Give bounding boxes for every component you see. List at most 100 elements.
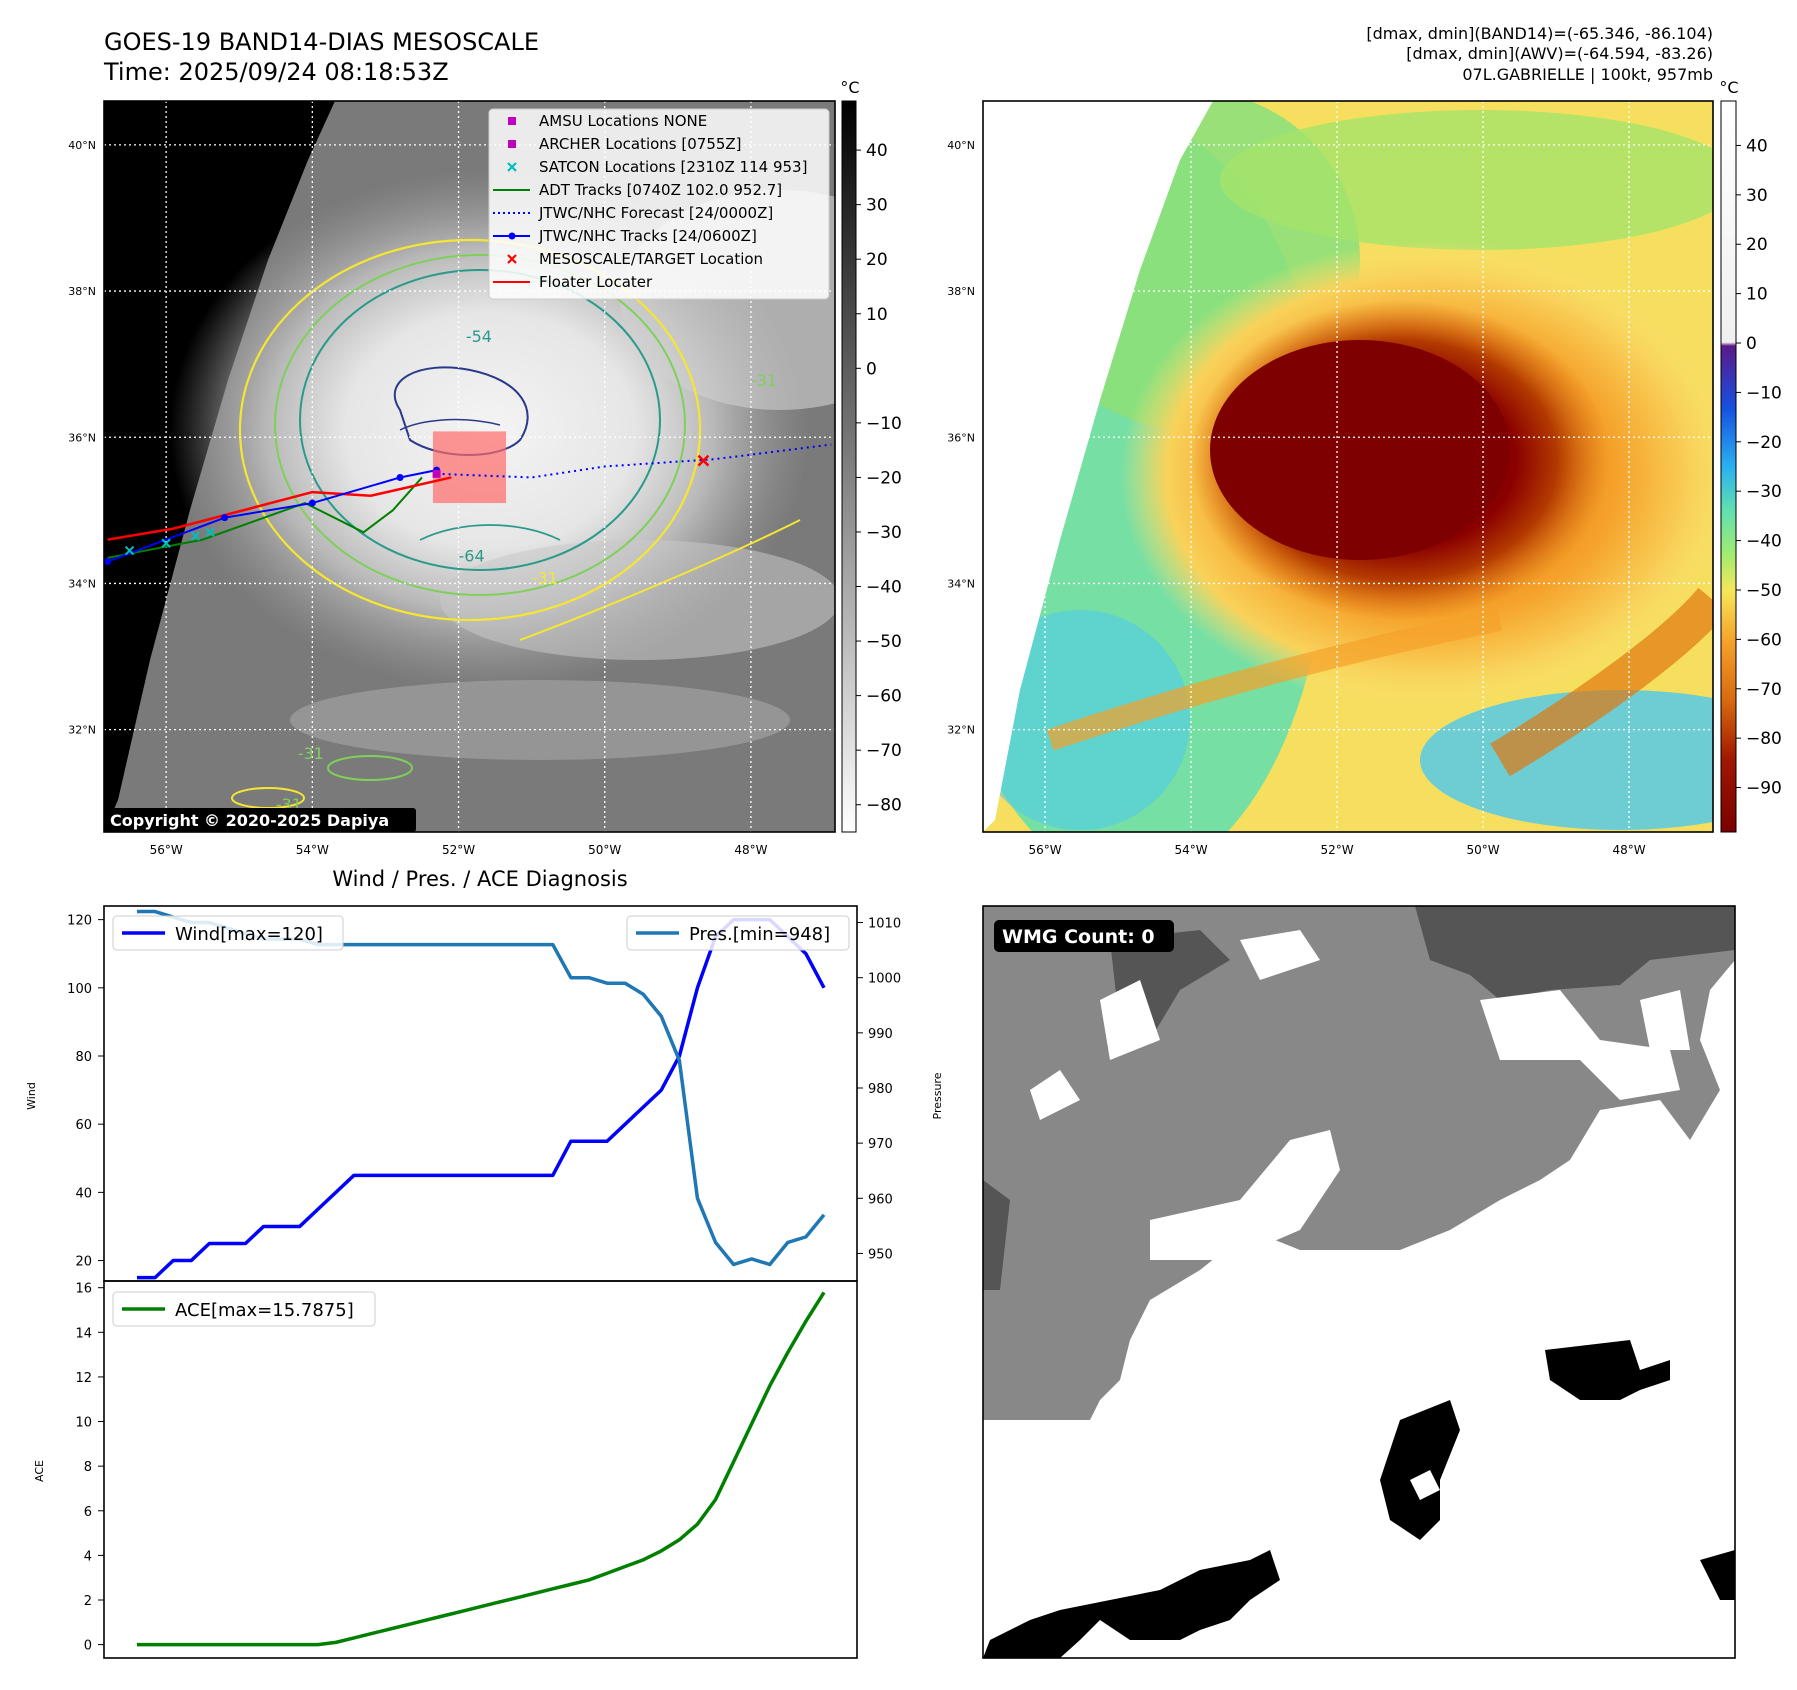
satcon-marker xyxy=(205,527,215,537)
dmax-band14: [dmax, dmin](BAND14)=(-65.346, -86.104) xyxy=(1366,24,1713,43)
copyright-badge: Copyright © 2020-2025 Dapiya xyxy=(104,808,416,832)
ir-colorbar-tick-label: −50 xyxy=(866,632,902,652)
figure-time: Time: 2025/09/24 08:18:53Z xyxy=(103,58,449,86)
wind-plot-frame xyxy=(103,905,858,1282)
satcon-marker xyxy=(124,545,135,556)
dmax-awv: [dmax, dmin](AWV)=(-64.594, -83.26) xyxy=(1406,44,1713,63)
awv-map-lat-label: 38°N xyxy=(947,285,975,298)
wmg-count-badge: WMG Count: 0 xyxy=(994,920,1174,952)
ace-ytick-label: 6 xyxy=(84,1505,92,1520)
legend-marker xyxy=(508,117,516,125)
awv-colorbar-tick-label: 40 xyxy=(1746,136,1768,156)
pressure-ytick-label: 990 xyxy=(868,1027,893,1042)
wind-ytick-label: 20 xyxy=(75,1255,92,1270)
pressure-legend-label: Pres.[min=948] xyxy=(689,924,830,945)
pressure-ytick-label: 1010 xyxy=(868,917,901,932)
wind-legend: Wind[max=120] xyxy=(112,915,344,951)
ace-ytick-label: 10 xyxy=(75,1416,92,1431)
pressure-ytick-label: 950 xyxy=(868,1247,893,1262)
wmg-frame xyxy=(982,905,1736,1659)
awv-colorbar-tick-label: −10 xyxy=(1746,383,1782,403)
legend-marker xyxy=(507,162,517,172)
ir-map-frame xyxy=(103,100,836,833)
awv-colorbar-tick-label: 10 xyxy=(1746,285,1768,305)
wind-axis-label: Wind xyxy=(25,1082,38,1110)
ir-map-lat-label: 38°N xyxy=(68,285,96,298)
legend-label: JTWC/NHC Forecast [24/0000Z] xyxy=(538,204,773,222)
ir-colorbar-tick-label: −30 xyxy=(866,523,902,543)
contour-label: -31 xyxy=(298,744,324,763)
ir-colorbar-tick-label: −80 xyxy=(866,796,902,816)
legend-marker xyxy=(507,254,517,264)
wind-ytick-label: 40 xyxy=(75,1186,92,1201)
ir-map-lat-label: 32°N xyxy=(68,724,96,737)
ace-ytick-label: 0 xyxy=(84,1639,92,1654)
ir-map-axis-labels: 40°N 38°N 36°N 34°N 32°N 56°W 54°W 52°W 50°W 48°W xyxy=(68,139,767,857)
awv-map-lon-label: 56°W xyxy=(1028,843,1061,857)
ace-legend-label: ACE[max=15.7875] xyxy=(175,1300,354,1321)
awv-map-lat-label: 36°N xyxy=(947,431,975,444)
legend-label: ARCHER Locations [0755Z] xyxy=(539,135,742,153)
awv-colorbar-tick-label: −80 xyxy=(1746,729,1782,749)
storm-info: 07L.GABRIELLE | 100kt, 957mb xyxy=(1462,65,1713,84)
figure-title: GOES-19 BAND14-DIAS MESOSCALE xyxy=(104,28,539,56)
awv-map-axis-labels: 40°N 38°N 36°N 34°N 32°N 56°W 54°W 52°W 50°W 48°W xyxy=(947,139,1645,857)
wind-ytick-label: 100 xyxy=(67,982,92,997)
adt-track xyxy=(107,476,423,559)
jtwc-track-point xyxy=(221,514,229,522)
legend-label: ADT Tracks [0740Z 102.0 952.7] xyxy=(539,181,782,199)
ir-map-lon-label: 52°W xyxy=(442,843,475,857)
ace-ytick-label: 12 xyxy=(75,1371,92,1386)
satcon-marker xyxy=(161,538,171,548)
awv-colorbar-tick-label: 20 xyxy=(1746,235,1768,255)
jtwc-forecast-track xyxy=(436,443,832,479)
awv-map-lon-label: 48°W xyxy=(1612,843,1645,857)
awv-map-panel xyxy=(983,101,1713,832)
pressure-axis-label: Pressure xyxy=(931,1072,944,1119)
ace-legend: ACE[max=15.7875] xyxy=(112,1291,376,1327)
contour-label: -31 xyxy=(751,371,777,390)
pressure-ytick-label: 980 xyxy=(868,1082,893,1097)
ir-colorbar-tick-label: 40 xyxy=(866,141,888,161)
ir-colorbar-tick-label: 0 xyxy=(866,359,877,379)
awv-colorbar-tick-label: −20 xyxy=(1746,433,1782,453)
ir-map-lon-label: 50°W xyxy=(588,843,621,857)
awv-map-lon-label: 50°W xyxy=(1466,843,1499,857)
ir-map-lon-label: 48°W xyxy=(734,843,767,857)
ace-ytick-label: 8 xyxy=(84,1460,92,1475)
ir-map-contour-labels: -54-31-64-31-31-31 xyxy=(276,327,777,814)
archer-marker xyxy=(432,469,441,478)
wind-pressure-plot xyxy=(137,909,826,1280)
legend-label: AMSU Locations NONE xyxy=(539,112,707,130)
ace-axis-label: ACE xyxy=(33,1460,46,1482)
awv-colorbar-tick-label: −90 xyxy=(1746,779,1782,799)
awv-colorbar-tick-label: −30 xyxy=(1746,482,1782,502)
awv-map-lat-label: 34°N xyxy=(947,577,975,590)
track-legend: AMSU Locations NONE ARCHER Locations [075… xyxy=(488,108,830,300)
pressure-ytick-label: 970 xyxy=(868,1137,893,1152)
jtwc-track-point xyxy=(104,558,112,566)
floater-box xyxy=(432,431,507,504)
contour-label: -64 xyxy=(459,547,485,566)
contour-label: -54 xyxy=(466,327,492,346)
pressure-legend: Pres.[min=948] xyxy=(626,915,850,951)
ir-map-lat-label: 40°N xyxy=(68,139,96,152)
ir-colorbar-tick-label: 20 xyxy=(866,250,888,270)
awv-map-lon-label: 54°W xyxy=(1174,843,1207,857)
ir-colorbar-tick-label: −20 xyxy=(866,468,902,488)
ir-colorbar-ticks: 40 30 20 10 0 −10 −20 −30 −40 −50 −60 −70 −80 xyxy=(856,141,902,816)
floater-track xyxy=(107,476,452,541)
legend-marker xyxy=(508,140,516,148)
awv-colorbar-ticks: 40 30 20 10 0 −10 −20 −30 −40 −50 −60 −70 −80 −90 xyxy=(1736,136,1782,799)
awv-colorbar-tick-label: −40 xyxy=(1746,532,1782,552)
jtwc-track-point xyxy=(396,473,404,481)
awv-colorbar-tick-label: 30 xyxy=(1746,186,1768,206)
satcon-marker xyxy=(190,531,201,541)
awv-map-gridlines xyxy=(983,101,1713,832)
awv-map-lon-label: 52°W xyxy=(1320,843,1353,857)
jtwc-track-point xyxy=(308,499,316,507)
pressure-ytick-label: 960 xyxy=(868,1192,893,1207)
ir-colorbar-tick-label: −40 xyxy=(866,578,902,598)
pressure-series-line xyxy=(137,909,826,1267)
